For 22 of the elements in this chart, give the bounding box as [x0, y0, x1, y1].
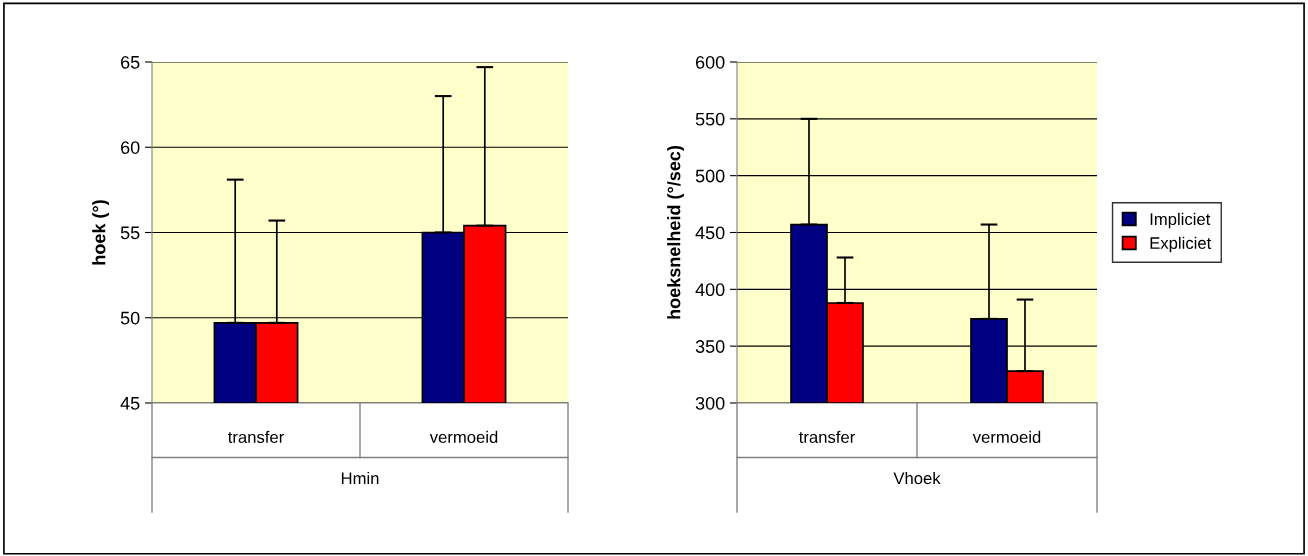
x-tick-label: vermoeid [429, 430, 498, 444]
y-tick-label: 50 [120, 311, 140, 325]
x-axis-title: Vhoek [893, 471, 941, 485]
y-tick-label: 350 [695, 340, 725, 353]
y-tick-label: 45 [120, 397, 140, 410]
x-axis-title: Hmin [341, 471, 379, 485]
x-tick-label: transfer [228, 430, 284, 444]
y-tick-label: 600 [695, 55, 725, 69]
y-axis-title: hoeksnelheid (°/sec) [667, 145, 684, 319]
y-tick-label: 65 [121, 55, 140, 69]
legend-label: Expliciet [1150, 236, 1212, 253]
y-tick-label: 300 [695, 396, 725, 410]
x-tick-label: transfer [799, 430, 855, 444]
y-tick-label: 55 [120, 226, 140, 240]
y-tick-label: 550 [695, 112, 725, 126]
y-tick-label: 450 [695, 226, 725, 240]
y-tick-label: 400 [695, 283, 725, 297]
x-tick-label: vermoeid [972, 430, 1041, 444]
y-axis-title: hoek (°) [92, 200, 109, 265]
y-tick-label: 60 [121, 141, 140, 154]
y-tick-label: 500 [695, 169, 725, 183]
legend-label: Impliciet [1150, 212, 1211, 229]
